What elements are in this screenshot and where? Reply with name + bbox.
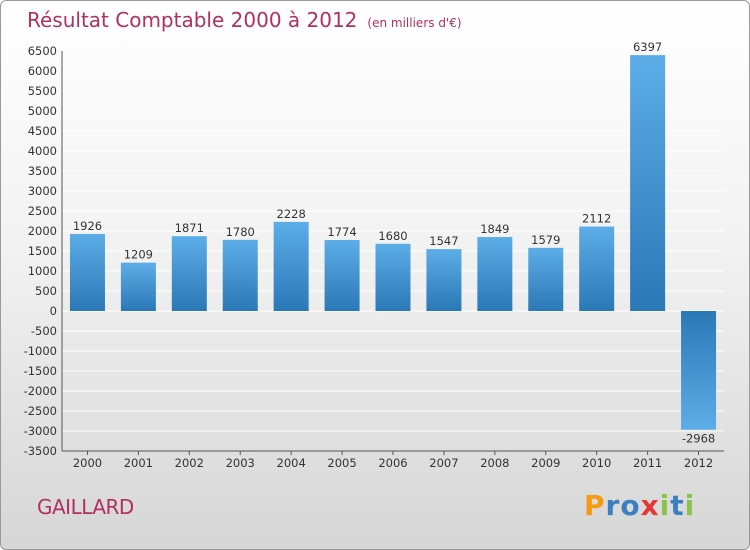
bar: [273, 221, 309, 311]
logo-letter: x: [640, 489, 660, 522]
bar: [324, 240, 360, 311]
bar-value-label: 1680: [378, 229, 407, 243]
x-tick-label: 2007: [429, 456, 458, 470]
x-tick-label: 2003: [226, 456, 255, 470]
bar: [477, 237, 513, 311]
x-tick-label: 2010: [582, 456, 611, 470]
x-tick-label: 2000: [73, 456, 102, 470]
y-tick-label: -500: [31, 324, 57, 338]
y-tick-label: 1000: [28, 264, 57, 278]
bar: [120, 262, 156, 311]
bar: [375, 243, 411, 311]
y-tick-label: 3500: [28, 164, 57, 178]
y-tick-label: 1500: [28, 244, 57, 258]
y-tick-label: 4000: [28, 144, 57, 158]
bar: [171, 236, 207, 311]
bar-value-label: 1871: [175, 221, 204, 235]
bar-value-label: 1579: [531, 233, 560, 247]
bar: [69, 233, 105, 311]
y-tick-label: 2500: [28, 204, 57, 218]
y-tick-label: -2000: [24, 384, 57, 398]
y-tick-label: -3000: [24, 424, 57, 438]
chart-title: Résultat Comptable 2000 à 2012 (en millie…: [27, 8, 462, 32]
y-tick-label: 6500: [28, 44, 57, 58]
logo-letter: i: [684, 489, 696, 522]
bar-value-label: 1774: [327, 225, 356, 239]
y-tick-label: 0: [50, 304, 57, 318]
y-tick-label: -1000: [24, 344, 57, 358]
x-tick-label: 2008: [480, 456, 509, 470]
bar: [528, 247, 564, 311]
bar-value-label: 1209: [124, 248, 153, 262]
y-tick-label: 4500: [28, 124, 57, 138]
bar: [579, 226, 615, 311]
y-tick-label: -2500: [24, 404, 57, 418]
bar: [426, 249, 462, 311]
y-tick-label: 3000: [28, 184, 57, 198]
x-tick-label: 2005: [327, 456, 356, 470]
proxiti-logo: Proxiti: [584, 489, 695, 522]
chart-title-text: Résultat Comptable 2000 à 2012: [27, 8, 358, 32]
bar-value-label: -2968: [682, 432, 715, 446]
x-tick-label: 2004: [277, 456, 306, 470]
bar-value-label: 1547: [429, 234, 458, 248]
logo-letter: r: [605, 489, 621, 522]
y-tick-label: 2000: [28, 224, 57, 238]
bar-value-label: 1926: [73, 219, 102, 233]
logo-letter: t: [670, 489, 685, 522]
bar: [222, 239, 258, 311]
x-tick-label: 2001: [124, 456, 153, 470]
x-tick-label: 2011: [633, 456, 662, 470]
x-tick-label: 2009: [531, 456, 560, 470]
y-tick-label: 6000: [28, 64, 57, 78]
y-tick-label: 5500: [28, 84, 57, 98]
chart-subtitle: (en milliers d'€): [367, 16, 462, 30]
x-tick-label: 2012: [684, 456, 713, 470]
x-tick-label: 2002: [175, 456, 204, 470]
bar: [681, 311, 717, 430]
logo-letter: P: [584, 489, 606, 522]
bar-value-label: 2112: [582, 212, 611, 226]
bar-value-label: 2228: [277, 207, 306, 221]
bar-value-label: 6397: [633, 40, 662, 54]
y-tick-label: 5000: [28, 104, 57, 118]
y-tick-label: -3500: [24, 444, 57, 458]
logo-letter: i: [659, 489, 671, 522]
bar-value-label: 1849: [480, 222, 509, 236]
y-tick-label: 500: [35, 284, 57, 298]
bar-value-label: 1780: [226, 225, 255, 239]
y-tick-label: -1500: [24, 364, 57, 378]
x-tick-label: 2006: [378, 456, 407, 470]
logo-letter: o: [620, 489, 641, 522]
bar: [630, 55, 666, 312]
location-name: GAILLARD: [37, 495, 134, 519]
